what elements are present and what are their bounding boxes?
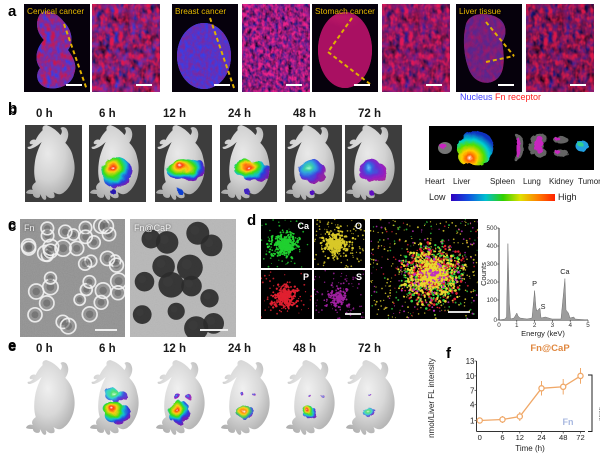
- svg-text:100: 100: [486, 297, 497, 304]
- svg-text:2: 2: [533, 322, 537, 329]
- svg-text:P: P: [532, 279, 537, 288]
- svg-text:nmol/Liver FL intensity: nmol/Liver FL intensity: [427, 358, 436, 438]
- svg-text:13: 13: [466, 357, 475, 366]
- svg-text:Counts: Counts: [479, 262, 488, 286]
- svg-text:6: 6: [500, 433, 504, 442]
- svg-text:0: 0: [478, 433, 482, 442]
- svg-text:Fn: Fn: [563, 417, 574, 427]
- svg-text:****: ****: [594, 407, 600, 422]
- svg-text:Fn@CaP: Fn@CaP: [530, 343, 570, 354]
- svg-text:48: 48: [559, 433, 567, 442]
- svg-text:400: 400: [486, 243, 497, 250]
- svg-text:S: S: [541, 302, 546, 311]
- svg-text:24: 24: [537, 433, 545, 442]
- svg-text:1: 1: [515, 322, 519, 329]
- svg-text:5: 5: [586, 322, 590, 329]
- svg-text:1: 1: [470, 417, 475, 426]
- svg-text:Ca: Ca: [560, 267, 570, 276]
- svg-text:10: 10: [466, 372, 475, 381]
- svg-text:72: 72: [576, 433, 584, 442]
- svg-text:500: 500: [486, 225, 497, 232]
- svg-text:200: 200: [486, 279, 497, 286]
- svg-text:300: 300: [486, 261, 497, 268]
- svg-text:3: 3: [551, 322, 555, 329]
- svg-text:4: 4: [470, 401, 475, 410]
- svg-text:Time (h): Time (h): [515, 444, 545, 453]
- svg-text:4: 4: [568, 322, 572, 329]
- svg-text:7: 7: [470, 386, 475, 395]
- svg-text:0: 0: [497, 322, 501, 329]
- svg-text:12: 12: [516, 433, 524, 442]
